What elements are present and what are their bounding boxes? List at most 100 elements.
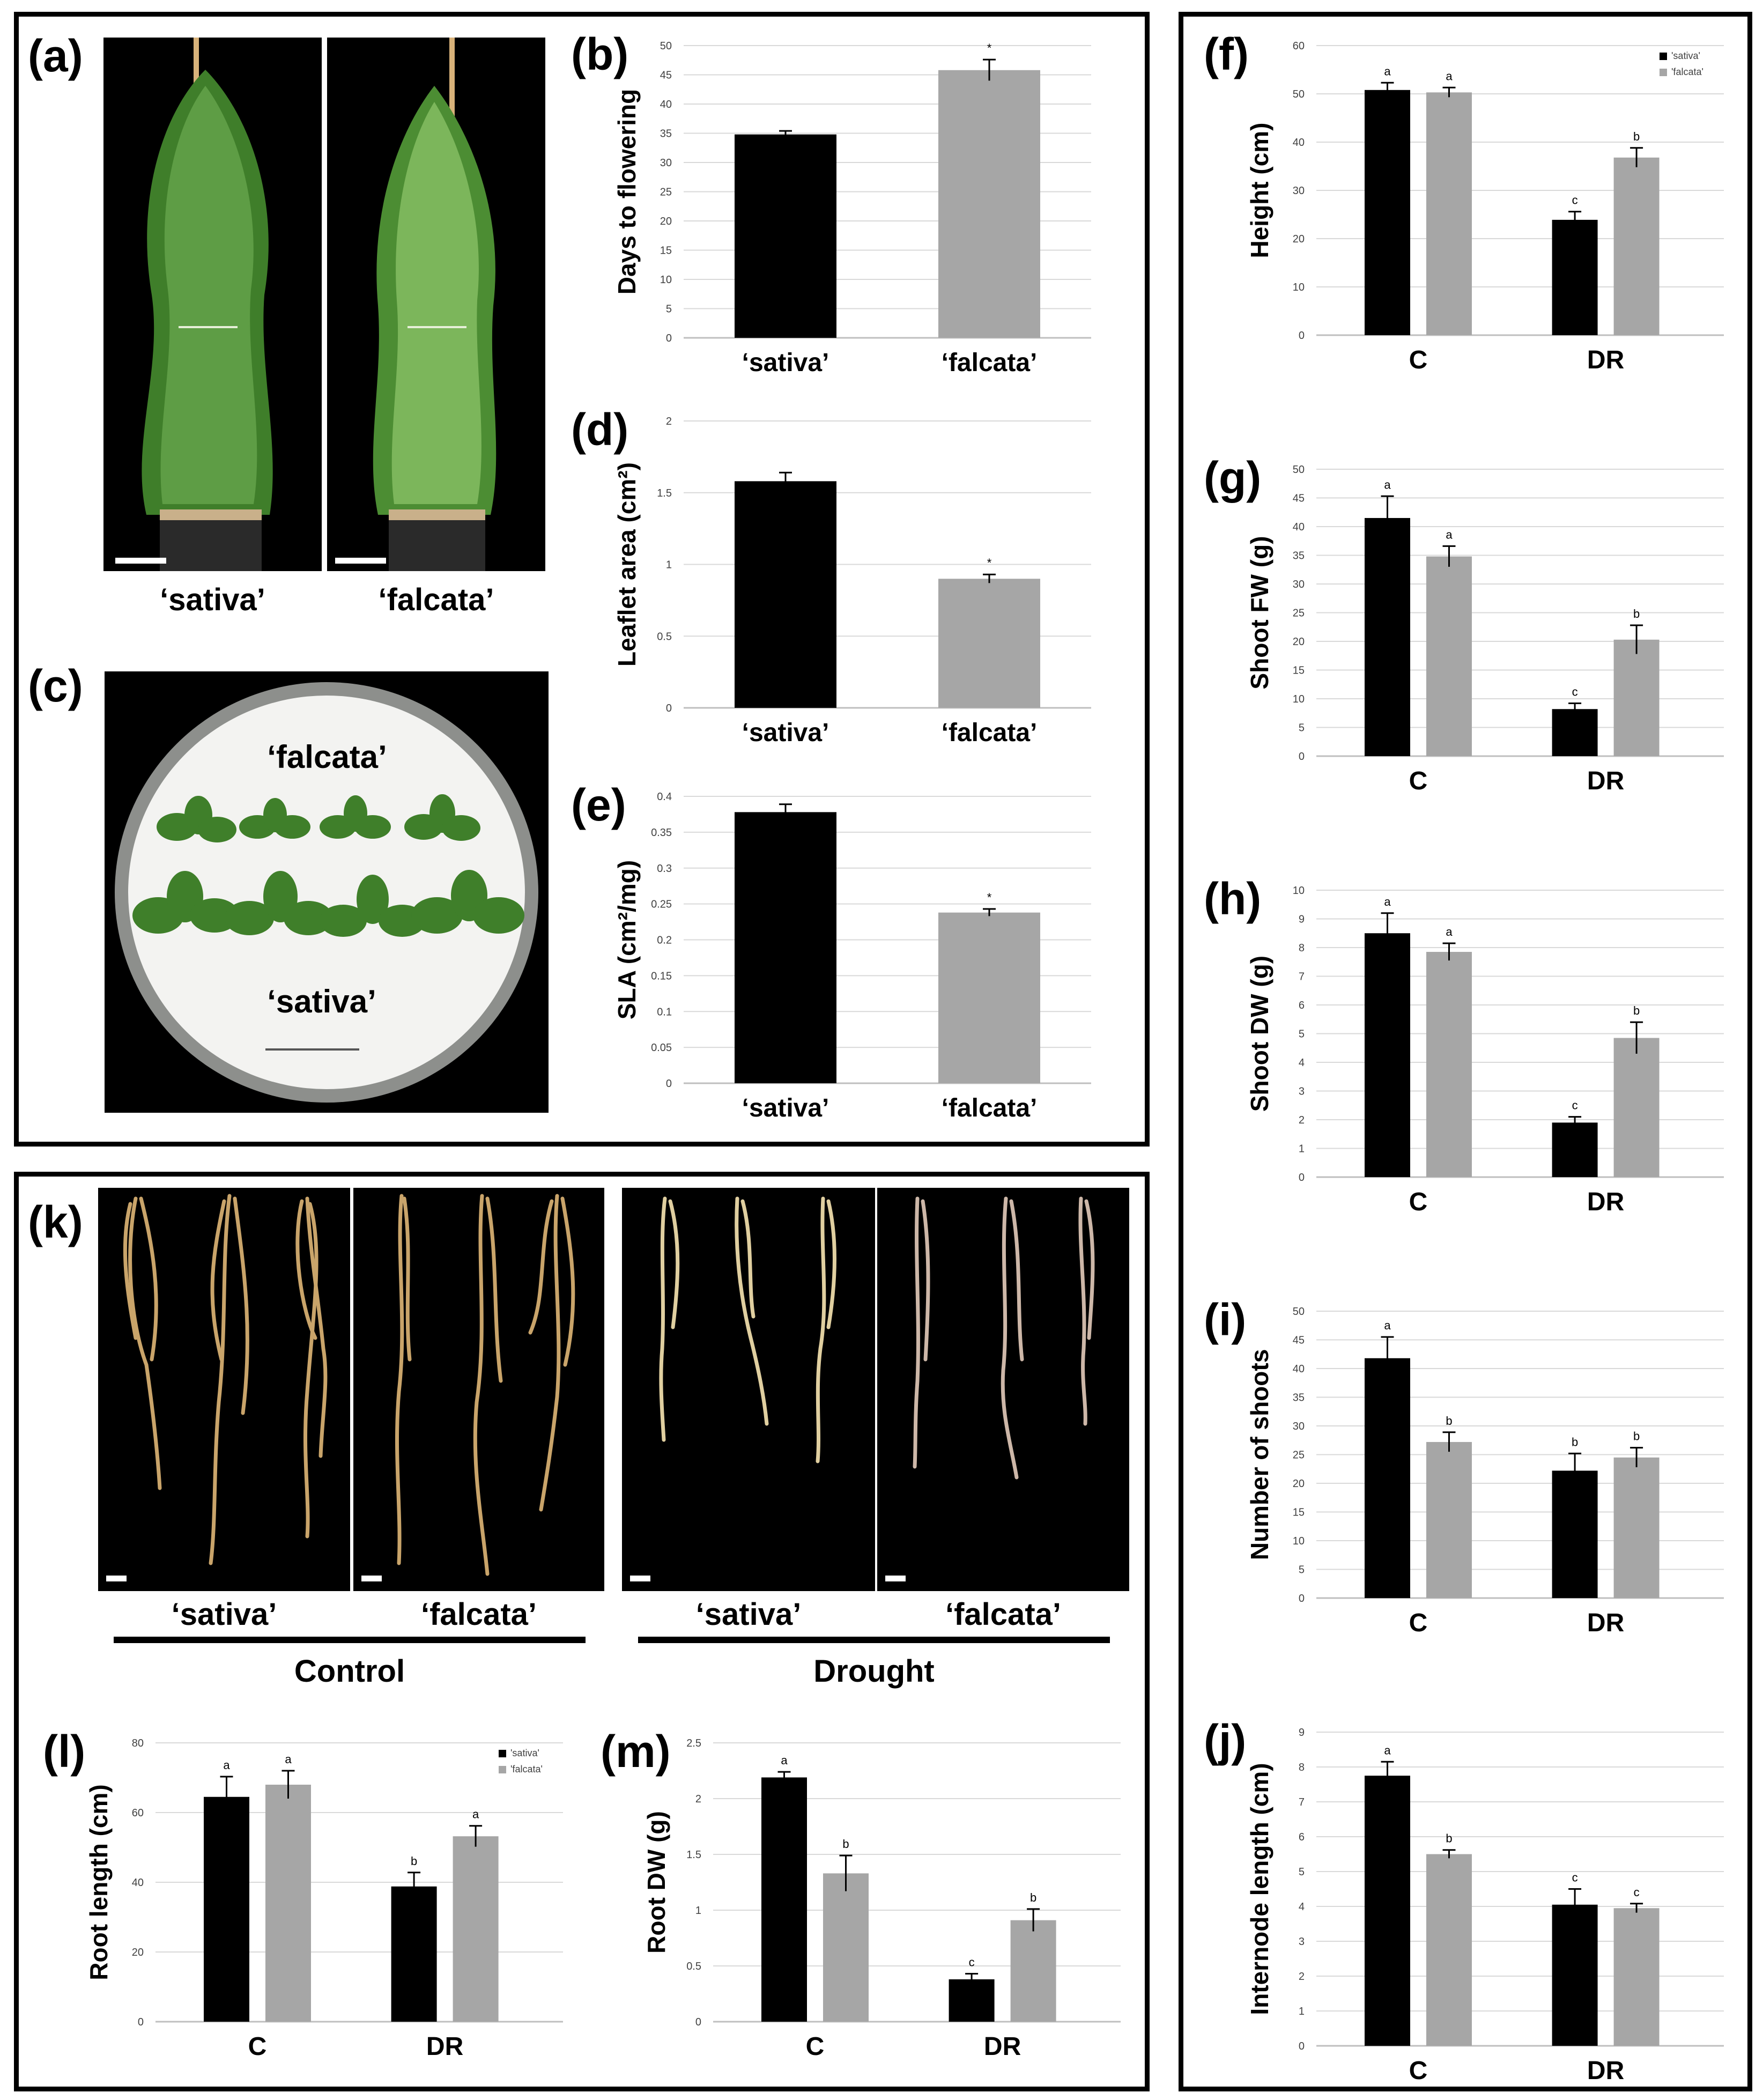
y-axis-label: Leaflet area (cm²)	[613, 462, 641, 667]
bar	[1613, 157, 1660, 335]
y-tick-label: 1	[1299, 2006, 1305, 2017]
y-tick-label: 40	[1293, 521, 1305, 533]
significance-label: a	[1384, 895, 1391, 908]
y-tick-label: 8	[1299, 1762, 1305, 1773]
y-tick-label: 10	[1293, 693, 1305, 705]
y-tick-label: 4	[1299, 1057, 1305, 1069]
scale-bar	[335, 558, 386, 564]
x-tick-label: ‘falcata’	[942, 349, 1038, 377]
significance-label: *	[987, 41, 992, 55]
y-axis-label: SLA (cm²/mg)	[613, 860, 641, 1019]
chart-shoot-fw: (g) 0 5 10 15 20 25 30 35 40 45 50 Shoot FW (g) a a Cc b…	[1204, 453, 1724, 795]
bar	[1613, 1038, 1660, 1177]
y-tick-label: 50	[1293, 88, 1305, 100]
y-axis-label: Days to flowering	[613, 89, 641, 294]
y-tick-label: 15	[1293, 1507, 1305, 1519]
y-tick-label: 7	[1299, 971, 1305, 983]
y-tick-label: 45	[660, 70, 672, 82]
roots-control-sativa	[123, 1194, 328, 1565]
y-tick-label: 1	[666, 559, 672, 571]
y-tick-label: 2	[666, 416, 672, 427]
y-tick-label: 1	[695, 1905, 701, 1917]
y-tick-label: 0.4	[657, 791, 672, 803]
y-tick-label: 45	[1293, 1335, 1305, 1347]
bar	[1365, 1358, 1410, 1598]
x-tick-label: C	[1409, 1609, 1428, 1637]
y-tick-label: 30	[1293, 579, 1305, 590]
y-tick-label: 20	[132, 1947, 144, 1958]
significance-label: c	[969, 1956, 975, 1969]
y-tick-label: 50	[1293, 1306, 1305, 1318]
x-tick-label: ‘sativa’	[742, 719, 829, 747]
y-tick-label: 2	[695, 1793, 701, 1805]
y-tick-label: 0.5	[686, 1961, 701, 1972]
legend-label: 'falcata'	[510, 1764, 543, 1774]
significance-label: a	[781, 1754, 788, 1767]
leaf-plate-photo	[105, 671, 549, 1113]
significance-label: b	[1446, 1414, 1452, 1428]
plant-sativa-drawing	[142, 38, 273, 571]
group-rule-drought	[638, 1637, 1110, 1643]
group-rule-control	[114, 1637, 586, 1643]
y-tick-label: 5	[1299, 1866, 1305, 1878]
y-tick-label: 40	[1293, 1363, 1305, 1375]
y-tick-label: 5	[1299, 722, 1305, 734]
legend-swatch	[499, 1766, 506, 1773]
legend-swatch	[1660, 53, 1667, 60]
panel-label: (e)	[571, 780, 626, 830]
y-tick-label: 0.2	[657, 935, 672, 947]
significance-label: a	[1384, 478, 1391, 491]
chart-shoot-dw: (h) 0 1 2 3 4 5 6 7 8 9 10 Shoot DW (g) a a Cc b DR	[1204, 874, 1724, 1216]
bar	[204, 1796, 249, 2022]
bar	[1426, 1441, 1472, 1598]
chart-internode-length: (j) 0 1 2 3 4 5 6 7 8 9 Internode length (cm) a b Cc c D…	[1204, 1716, 1724, 2085]
y-tick-label: 10	[1293, 885, 1305, 897]
bar	[1365, 933, 1410, 1177]
y-tick-label: 30	[1293, 1421, 1305, 1432]
y-tick-label: 0	[1299, 1172, 1305, 1184]
y-tick-label: 25	[1293, 1450, 1305, 1461]
significance-label: a	[472, 1808, 479, 1821]
panel-label: (b)	[571, 29, 628, 79]
significance-label: a	[223, 1758, 230, 1772]
y-tick-label: 40	[660, 99, 672, 110]
caption-sativa: ‘sativa’	[160, 582, 265, 617]
roots-drought-falcata	[913, 1196, 1095, 1480]
bar	[938, 579, 1040, 708]
panel-label: (g)	[1204, 453, 1261, 503]
y-tick-label: 20	[1293, 1478, 1305, 1490]
bar	[453, 1836, 499, 2022]
y-tick-label: 45	[1293, 493, 1305, 505]
significance-label: *	[987, 891, 992, 904]
y-tick-label: 9	[1299, 914, 1305, 926]
y-tick-label: 35	[660, 128, 672, 140]
y-tick-label: 20	[1293, 636, 1305, 648]
panel-label: (l)	[43, 1726, 85, 1777]
significance-label: b	[1572, 1435, 1578, 1448]
plant-photo-sativa	[103, 38, 322, 571]
x-tick-label: C	[806, 2032, 825, 2061]
panel-label: (i)	[1204, 1295, 1246, 1345]
y-tick-label: 60	[1293, 40, 1305, 52]
root-photo-drought-sativa	[622, 1188, 875, 1591]
scale-bar	[630, 1576, 650, 1581]
bar	[949, 1979, 995, 2022]
root-photo-control-falcata	[353, 1188, 604, 1591]
panel-label-k: (k)	[28, 1197, 83, 1247]
root-photo-drought-falcata	[877, 1188, 1129, 1591]
significance-label: a	[1446, 925, 1453, 938]
y-tick-label: 0.1	[657, 1006, 672, 1018]
legend-swatch	[499, 1750, 506, 1757]
y-tick-label: 35	[1293, 1392, 1305, 1404]
y-tick-label: 3	[1299, 1936, 1305, 1948]
y-tick-label: 0	[666, 332, 672, 344]
bar	[1426, 1854, 1472, 2046]
bar	[1552, 1470, 1598, 1598]
y-tick-label: 0.15	[651, 970, 672, 982]
x-tick-label: C	[1409, 346, 1428, 374]
x-tick-label: C	[1409, 1188, 1428, 1216]
y-tick-label: 40	[1293, 137, 1305, 149]
plate-label-sativa: ‘sativa’	[267, 984, 376, 1019]
bar	[1613, 1908, 1660, 2046]
panel-label: (j)	[1204, 1716, 1246, 1766]
